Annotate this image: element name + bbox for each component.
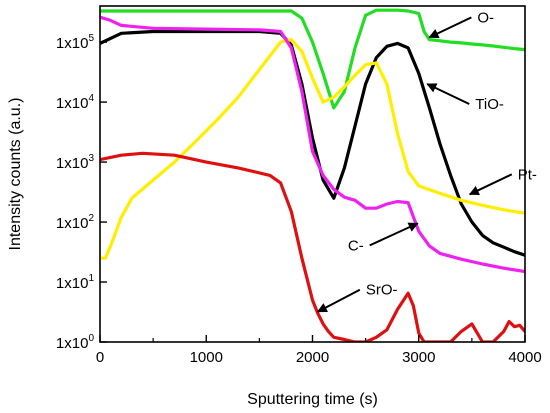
y-tick-label: 1x105 (56, 33, 95, 52)
series-line-pt (100, 38, 525, 260)
y-tick-label: 1x102 (56, 213, 95, 232)
y-tick-label: 1x101 (56, 273, 95, 292)
series-layer (100, 8, 525, 342)
annotation-layer: O- TiO- Pt- C- SrO- (316, 9, 537, 313)
x-tick-label: 2000 (296, 349, 329, 366)
x-tick-label: 1000 (190, 349, 223, 366)
annotation-label-sro: SrO- (366, 282, 398, 299)
series-line-tio (100, 29, 525, 257)
y-axis-label: Intensity counts (a.u.) (7, 98, 24, 251)
annotation-arrow-tio (426, 83, 470, 105)
y-tick-label: 1x104 (56, 93, 95, 112)
annotation-label-c: C- (348, 237, 364, 254)
annotation-arrow-pt (468, 173, 513, 196)
x-tick-label: 4000 (508, 349, 541, 366)
annotation-arrow-sro (316, 288, 361, 313)
annotation-label-o: O- (477, 9, 494, 26)
x-tick-label: 0 (96, 349, 104, 366)
annotation-label-pt: Pt- (518, 166, 537, 183)
series-line-sro (100, 151, 525, 342)
y-tick-label: 1x100 (56, 333, 95, 352)
annotation-label-tio: TiO- (475, 96, 504, 113)
series-line-o (100, 8, 525, 110)
x-tick-label: 3000 (402, 349, 435, 366)
series-line-c (100, 15, 525, 274)
x-axis-label: Sputtering time (s) (247, 391, 378, 408)
tick-layer: 0 1000 2000 3000 4000 1x100 1x101 1x102 1x103 1x1… (56, 33, 542, 366)
annotation-arrow-o (428, 16, 472, 39)
plot-frame (99, 5, 526, 343)
y-tick-label: 1x103 (56, 153, 95, 172)
annotation-arrow-c (369, 222, 419, 247)
